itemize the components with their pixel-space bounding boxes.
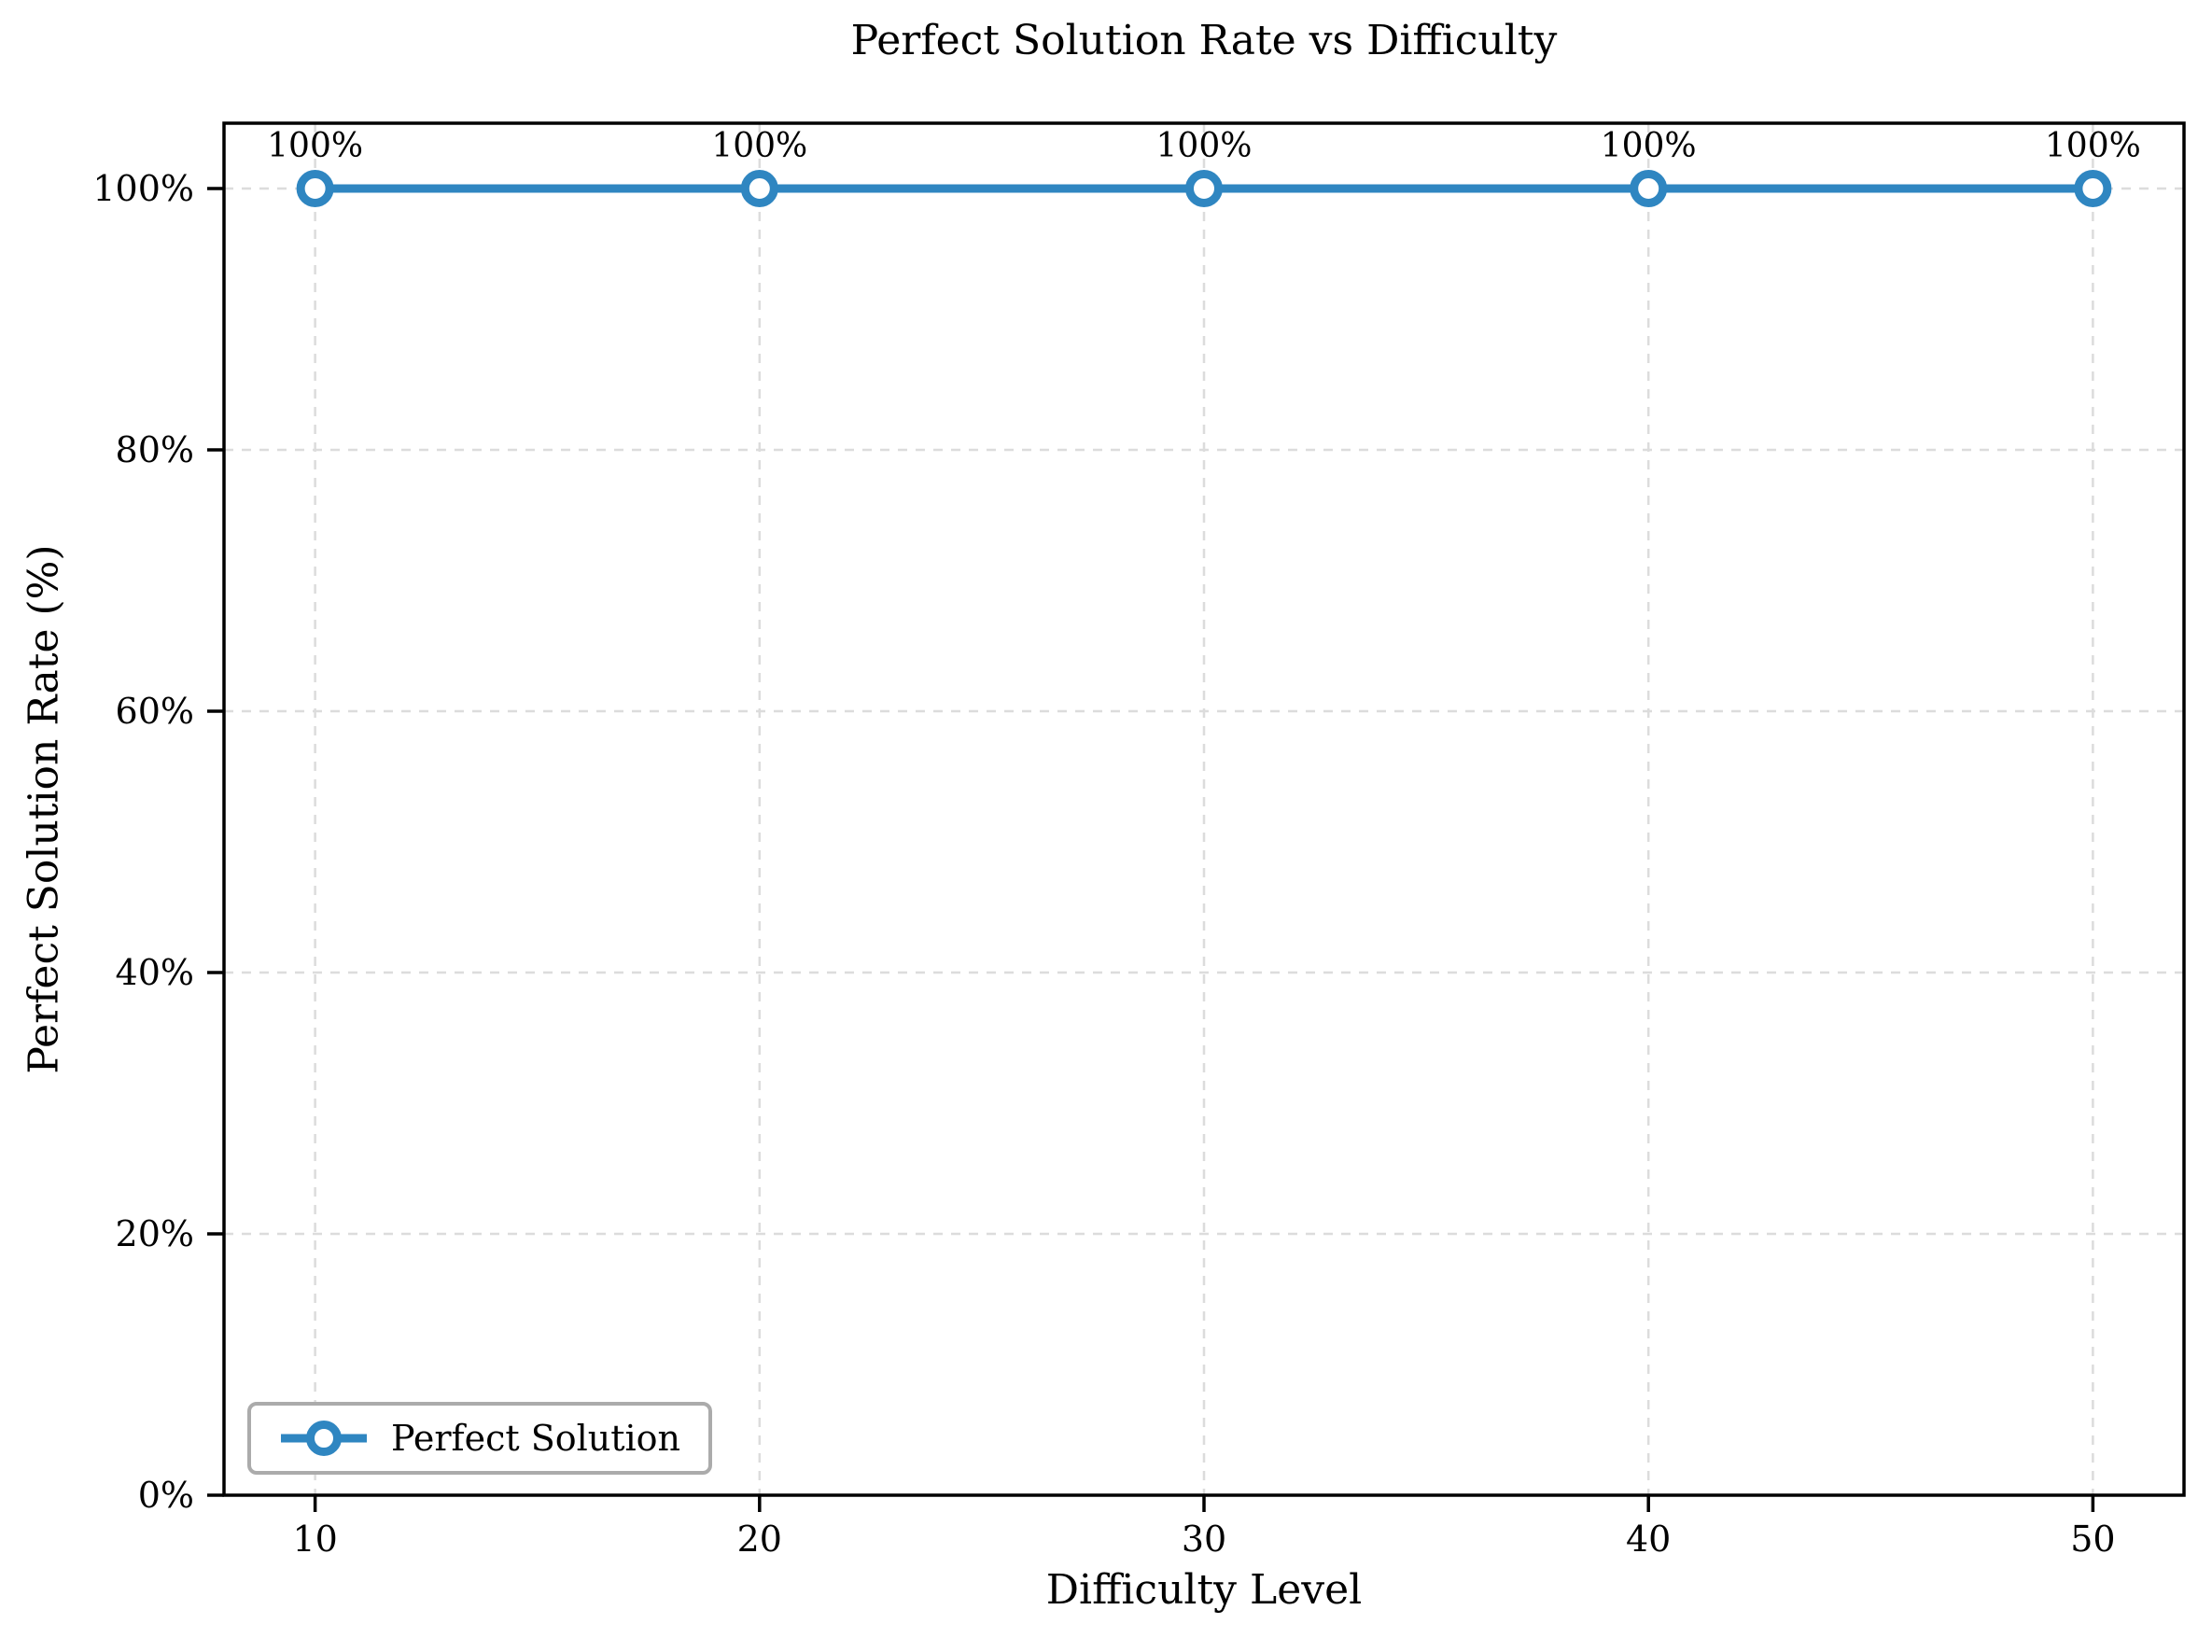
x-tick-label: 30 (1182, 1519, 1226, 1560)
y-tick-label: 20% (116, 1213, 194, 1254)
data-point-marker (740, 170, 778, 207)
point-label: 100% (711, 127, 807, 165)
point-label: 100% (2045, 127, 2141, 165)
x-tick-label: 10 (292, 1519, 337, 1560)
plot-border (222, 121, 2186, 1497)
legend: Perfect Solution (247, 1402, 713, 1475)
legend-label: Perfect Solution (391, 1418, 681, 1459)
data-point-marker (2074, 170, 2112, 207)
x-axis-label: Difficulty Level (1045, 1566, 1363, 1614)
data-point-marker (1630, 170, 1668, 207)
y-tick-label: 0% (138, 1475, 194, 1516)
y-tick-label: 60% (116, 691, 194, 732)
point-label: 100% (267, 127, 363, 165)
y-tick-label: 100% (92, 168, 194, 209)
y-tick-label: 80% (116, 429, 194, 470)
point-label: 100% (1601, 127, 1697, 165)
y-tick-label: 40% (116, 952, 194, 993)
legend-marker-icon (281, 1421, 367, 1456)
data-point-marker (1185, 170, 1223, 207)
y-axis-label: Perfect Solution Rate (%) (20, 544, 68, 1074)
x-tick-label: 50 (2070, 1519, 2115, 1560)
x-tick-label: 20 (737, 1519, 782, 1560)
data-point-marker (296, 170, 334, 207)
x-tick-label: 40 (1626, 1519, 1671, 1560)
chart-title: Perfect Solution Rate vs Difficulty (850, 17, 1558, 64)
point-label: 100% (1156, 127, 1253, 165)
